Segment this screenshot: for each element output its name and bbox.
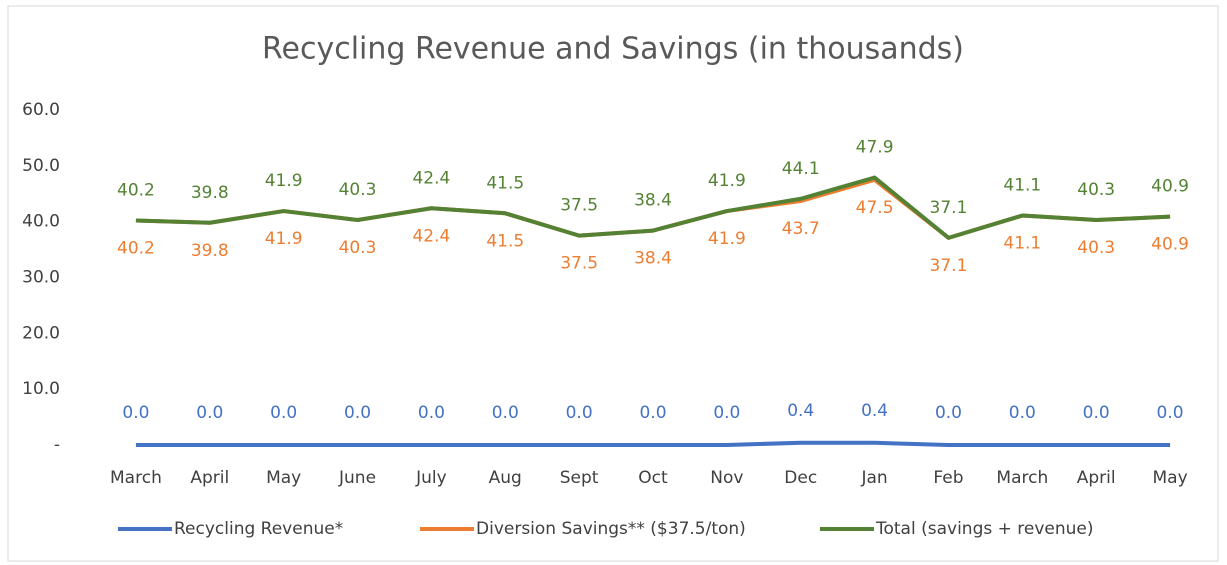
data-label: 0.0 (1157, 403, 1184, 423)
data-label: 40.2 (117, 239, 155, 259)
data-label: 0.0 (492, 403, 519, 423)
data-label: 41.1 (1003, 176, 1041, 196)
data-label: 0.0 (713, 403, 740, 423)
data-label: 41.9 (708, 229, 746, 249)
y-tick-label: 40.0 (22, 212, 60, 232)
data-label: 41.5 (486, 231, 524, 251)
data-label: 0.0 (566, 403, 593, 423)
chart-border (7, 5, 1219, 562)
data-label: 0.0 (344, 403, 371, 423)
data-label: 0.0 (418, 403, 445, 423)
x-tick-label: May (1152, 468, 1187, 488)
x-tick-label: Aug (489, 468, 522, 488)
line (135, 440, 1171, 447)
data-label: 43.7 (782, 219, 820, 239)
data-label: 0.4 (861, 401, 888, 421)
data-label: 42.4 (412, 168, 450, 188)
data-label: 0.0 (639, 403, 666, 423)
data-label: 40.3 (1077, 238, 1115, 258)
data-label: 0.0 (1009, 403, 1036, 423)
data-label: 0.0 (1083, 403, 1110, 423)
x-tick-label: April (1077, 468, 1116, 488)
data-label: 38.4 (634, 249, 672, 269)
x-tick-label: July (415, 468, 447, 488)
data-label: 37.5 (560, 254, 598, 274)
data-label: 0.0 (196, 403, 223, 423)
x-tick-label: Jan (860, 468, 887, 488)
y-tick-label: 50.0 (22, 156, 60, 176)
data-label: 38.4 (634, 191, 672, 211)
x-tick-label: Oct (638, 468, 668, 488)
legend-label: Diversion Savings** ($37.5/ton) (476, 519, 746, 539)
data-label: 0.0 (270, 403, 297, 423)
data-label: 41.5 (486, 173, 524, 193)
data-label: 47.5 (856, 198, 894, 218)
x-tick-label: Dec (784, 468, 817, 488)
data-label: 0.4 (787, 401, 814, 421)
chart-title: Recycling Revenue and Savings (in thousa… (262, 32, 964, 67)
x-tick-label: May (266, 468, 301, 488)
data-label: 40.9 (1151, 235, 1189, 255)
x-tick-label: March (996, 468, 1048, 488)
y-tick-label: 30.0 (22, 268, 60, 288)
data-label: 37.1 (930, 256, 968, 276)
x-tick-label: Sept (560, 468, 599, 488)
data-label: 41.9 (265, 171, 303, 191)
data-label: 40.2 (117, 181, 155, 201)
x-tick-label: Nov (710, 468, 743, 488)
y-tick-label: 10.0 (22, 379, 60, 399)
y-tick-label: 20.0 (22, 323, 60, 343)
data-label: 40.9 (1151, 177, 1189, 197)
data-label: 37.5 (560, 196, 598, 216)
data-label: 39.8 (191, 241, 229, 261)
x-tick-label: March (110, 468, 162, 488)
x-tick-label: April (190, 468, 229, 488)
data-label: 42.4 (412, 226, 450, 246)
y-tick-label: - (54, 435, 60, 455)
legend-label: Total (savings + revenue) (875, 519, 1094, 539)
x-tick-label: June (338, 468, 376, 488)
y-tick-label: 60.0 (22, 100, 60, 120)
data-label: 47.9 (856, 138, 894, 158)
x-tick-label: Feb (933, 468, 963, 488)
data-label: 40.3 (1077, 180, 1115, 200)
data-label: 41.1 (1003, 234, 1041, 254)
data-label: 41.9 (708, 171, 746, 191)
data-label: 0.0 (122, 403, 149, 423)
data-label: 40.3 (339, 238, 377, 258)
data-label: 39.8 (191, 183, 229, 203)
line (135, 175, 1171, 240)
data-label: 37.1 (930, 198, 968, 218)
legend-label: Recycling Revenue* (174, 519, 343, 539)
data-label: 44.1 (782, 159, 820, 179)
data-label: 40.3 (339, 180, 377, 200)
data-label: 0.0 (935, 403, 962, 423)
data-label: 41.9 (265, 229, 303, 249)
